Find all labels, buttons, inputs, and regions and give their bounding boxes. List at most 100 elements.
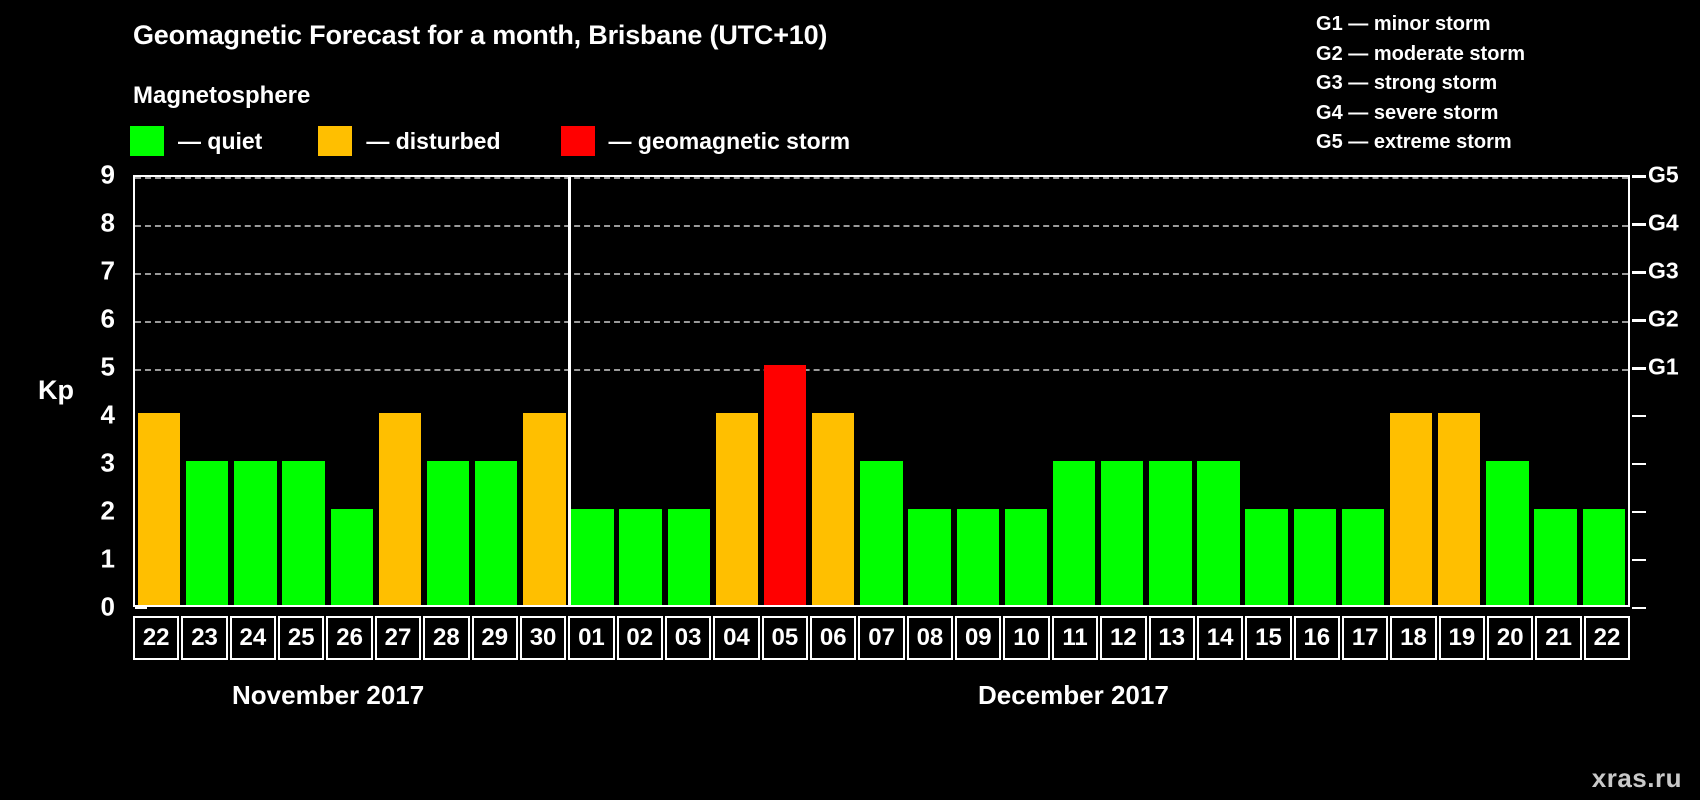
bar[interactable] <box>667 509 710 605</box>
bar-cell-november-24[interactable] <box>231 177 279 605</box>
bar[interactable] <box>1004 509 1048 605</box>
bar[interactable] <box>860 461 903 605</box>
bar-cell-december-21[interactable] <box>1532 177 1580 605</box>
bar[interactable] <box>1389 413 1433 605</box>
bar-series <box>135 177 1628 605</box>
y-tick-label-3: 3 <box>100 447 115 478</box>
bar-cell-december-03[interactable] <box>665 177 713 605</box>
date-label-december-13[interactable]: 13 <box>1148 616 1195 660</box>
date-label-november-30[interactable]: 30 <box>519 616 567 660</box>
bar-cell-november-22[interactable] <box>135 177 183 605</box>
storm-scale-row-g2: G2 — moderate storm <box>1316 42 1525 65</box>
date-label-december-04[interactable]: 04 <box>713 616 760 660</box>
date-label-december-19[interactable]: 19 <box>1438 616 1486 660</box>
bar[interactable] <box>763 365 807 605</box>
bar[interactable] <box>812 413 855 605</box>
bar-cell-december-06[interactable] <box>809 177 857 605</box>
bar-cell-december-20[interactable] <box>1483 177 1531 605</box>
bar-cell-december-01[interactable] <box>568 177 616 605</box>
date-label-december-10[interactable]: 10 <box>1003 616 1050 660</box>
bar-cell-november-23[interactable] <box>183 177 231 605</box>
date-label-december-16[interactable]: 16 <box>1293 616 1340 660</box>
date-label-december-14[interactable]: 14 <box>1196 616 1244 660</box>
bar-cell-december-17[interactable] <box>1339 177 1387 605</box>
date-label-november-24[interactable]: 24 <box>229 616 277 660</box>
bar[interactable] <box>1438 413 1481 605</box>
bar[interactable] <box>619 509 662 605</box>
bar-cell-december-09[interactable] <box>954 177 1002 605</box>
bar-cell-december-11[interactable] <box>1050 177 1098 605</box>
date-label-december-18[interactable]: 18 <box>1390 616 1437 660</box>
date-label-december-06[interactable]: 06 <box>810 616 857 660</box>
date-label-november-27[interactable]: 27 <box>374 616 422 660</box>
bar[interactable] <box>523 413 566 605</box>
bar-cell-december-22[interactable] <box>1580 177 1628 605</box>
bar[interactable] <box>715 413 759 605</box>
bar[interactable] <box>1534 509 1577 605</box>
bar[interactable] <box>1341 509 1385 605</box>
bar-cell-december-12[interactable] <box>1098 177 1146 605</box>
bar[interactable] <box>426 461 470 605</box>
date-label-november-23[interactable]: 23 <box>181 616 228 660</box>
bar[interactable] <box>956 509 999 605</box>
bar-cell-december-13[interactable] <box>1146 177 1194 605</box>
bar[interactable] <box>474 461 518 605</box>
date-label-december-12[interactable]: 12 <box>1100 616 1147 660</box>
bar-cell-december-08[interactable] <box>906 177 954 605</box>
bar[interactable] <box>330 509 373 605</box>
bar-cell-november-25[interactable] <box>279 177 327 605</box>
bar-cell-december-04[interactable] <box>713 177 761 605</box>
bar-cell-november-28[interactable] <box>424 177 472 605</box>
date-label-december-01[interactable]: 01 <box>568 616 615 660</box>
date-label-december-22[interactable]: 22 <box>1583 616 1631 660</box>
g-axis-minor-tick-0 <box>1632 607 1646 609</box>
bar[interactable] <box>1245 509 1288 605</box>
y-tick-label-4: 4 <box>100 399 115 430</box>
bar-cell-december-10[interactable] <box>1002 177 1050 605</box>
bar[interactable] <box>1101 461 1144 605</box>
bar-cell-december-02[interactable] <box>617 177 665 605</box>
bar[interactable] <box>1197 461 1240 605</box>
bar[interactable] <box>908 509 951 605</box>
date-label-november-26[interactable]: 26 <box>326 616 373 660</box>
bar[interactable] <box>282 461 325 605</box>
bar[interactable] <box>1486 461 1529 605</box>
bar-cell-december-15[interactable] <box>1243 177 1291 605</box>
bar-cell-december-05[interactable] <box>761 177 809 605</box>
bar-cell-november-30[interactable] <box>520 177 568 605</box>
bar[interactable] <box>571 509 614 605</box>
date-label-december-03[interactable]: 03 <box>664 616 712 660</box>
bar[interactable] <box>378 413 422 605</box>
bar-cell-november-29[interactable] <box>472 177 520 605</box>
date-label-december-20[interactable]: 20 <box>1487 616 1534 660</box>
g-axis-minor-tick-2 <box>1632 511 1646 513</box>
date-label-december-05[interactable]: 05 <box>761 616 809 660</box>
bar-cell-november-26[interactable] <box>328 177 376 605</box>
date-label-november-25[interactable]: 25 <box>278 616 325 660</box>
date-label-november-29[interactable]: 29 <box>471 616 518 660</box>
date-label-december-09[interactable]: 09 <box>955 616 1002 660</box>
bar-cell-december-07[interactable] <box>857 177 905 605</box>
bar-cell-december-16[interactable] <box>1291 177 1339 605</box>
bar-cell-december-18[interactable] <box>1387 177 1435 605</box>
bar-cell-november-27[interactable] <box>376 177 424 605</box>
bar[interactable] <box>234 461 277 605</box>
g-axis-tick-g5 <box>1632 175 1646 178</box>
date-label-december-17[interactable]: 17 <box>1341 616 1389 660</box>
date-label-december-08[interactable]: 08 <box>906 616 954 660</box>
bar[interactable] <box>186 461 229 605</box>
bar-cell-december-14[interactable] <box>1194 177 1242 605</box>
date-label-november-22[interactable]: 22 <box>133 616 180 660</box>
date-label-november-28[interactable]: 28 <box>423 616 470 660</box>
bar[interactable] <box>1149 461 1192 605</box>
date-label-december-07[interactable]: 07 <box>858 616 905 660</box>
bar[interactable] <box>1582 509 1625 605</box>
date-label-december-02[interactable]: 02 <box>616 616 663 660</box>
bar[interactable] <box>1052 461 1096 605</box>
date-label-december-21[interactable]: 21 <box>1535 616 1582 660</box>
bar[interactable] <box>137 413 181 605</box>
date-label-december-11[interactable]: 11 <box>1051 616 1099 660</box>
date-label-december-15[interactable]: 15 <box>1245 616 1292 660</box>
bar[interactable] <box>1293 509 1337 605</box>
bar-cell-december-19[interactable] <box>1435 177 1483 605</box>
